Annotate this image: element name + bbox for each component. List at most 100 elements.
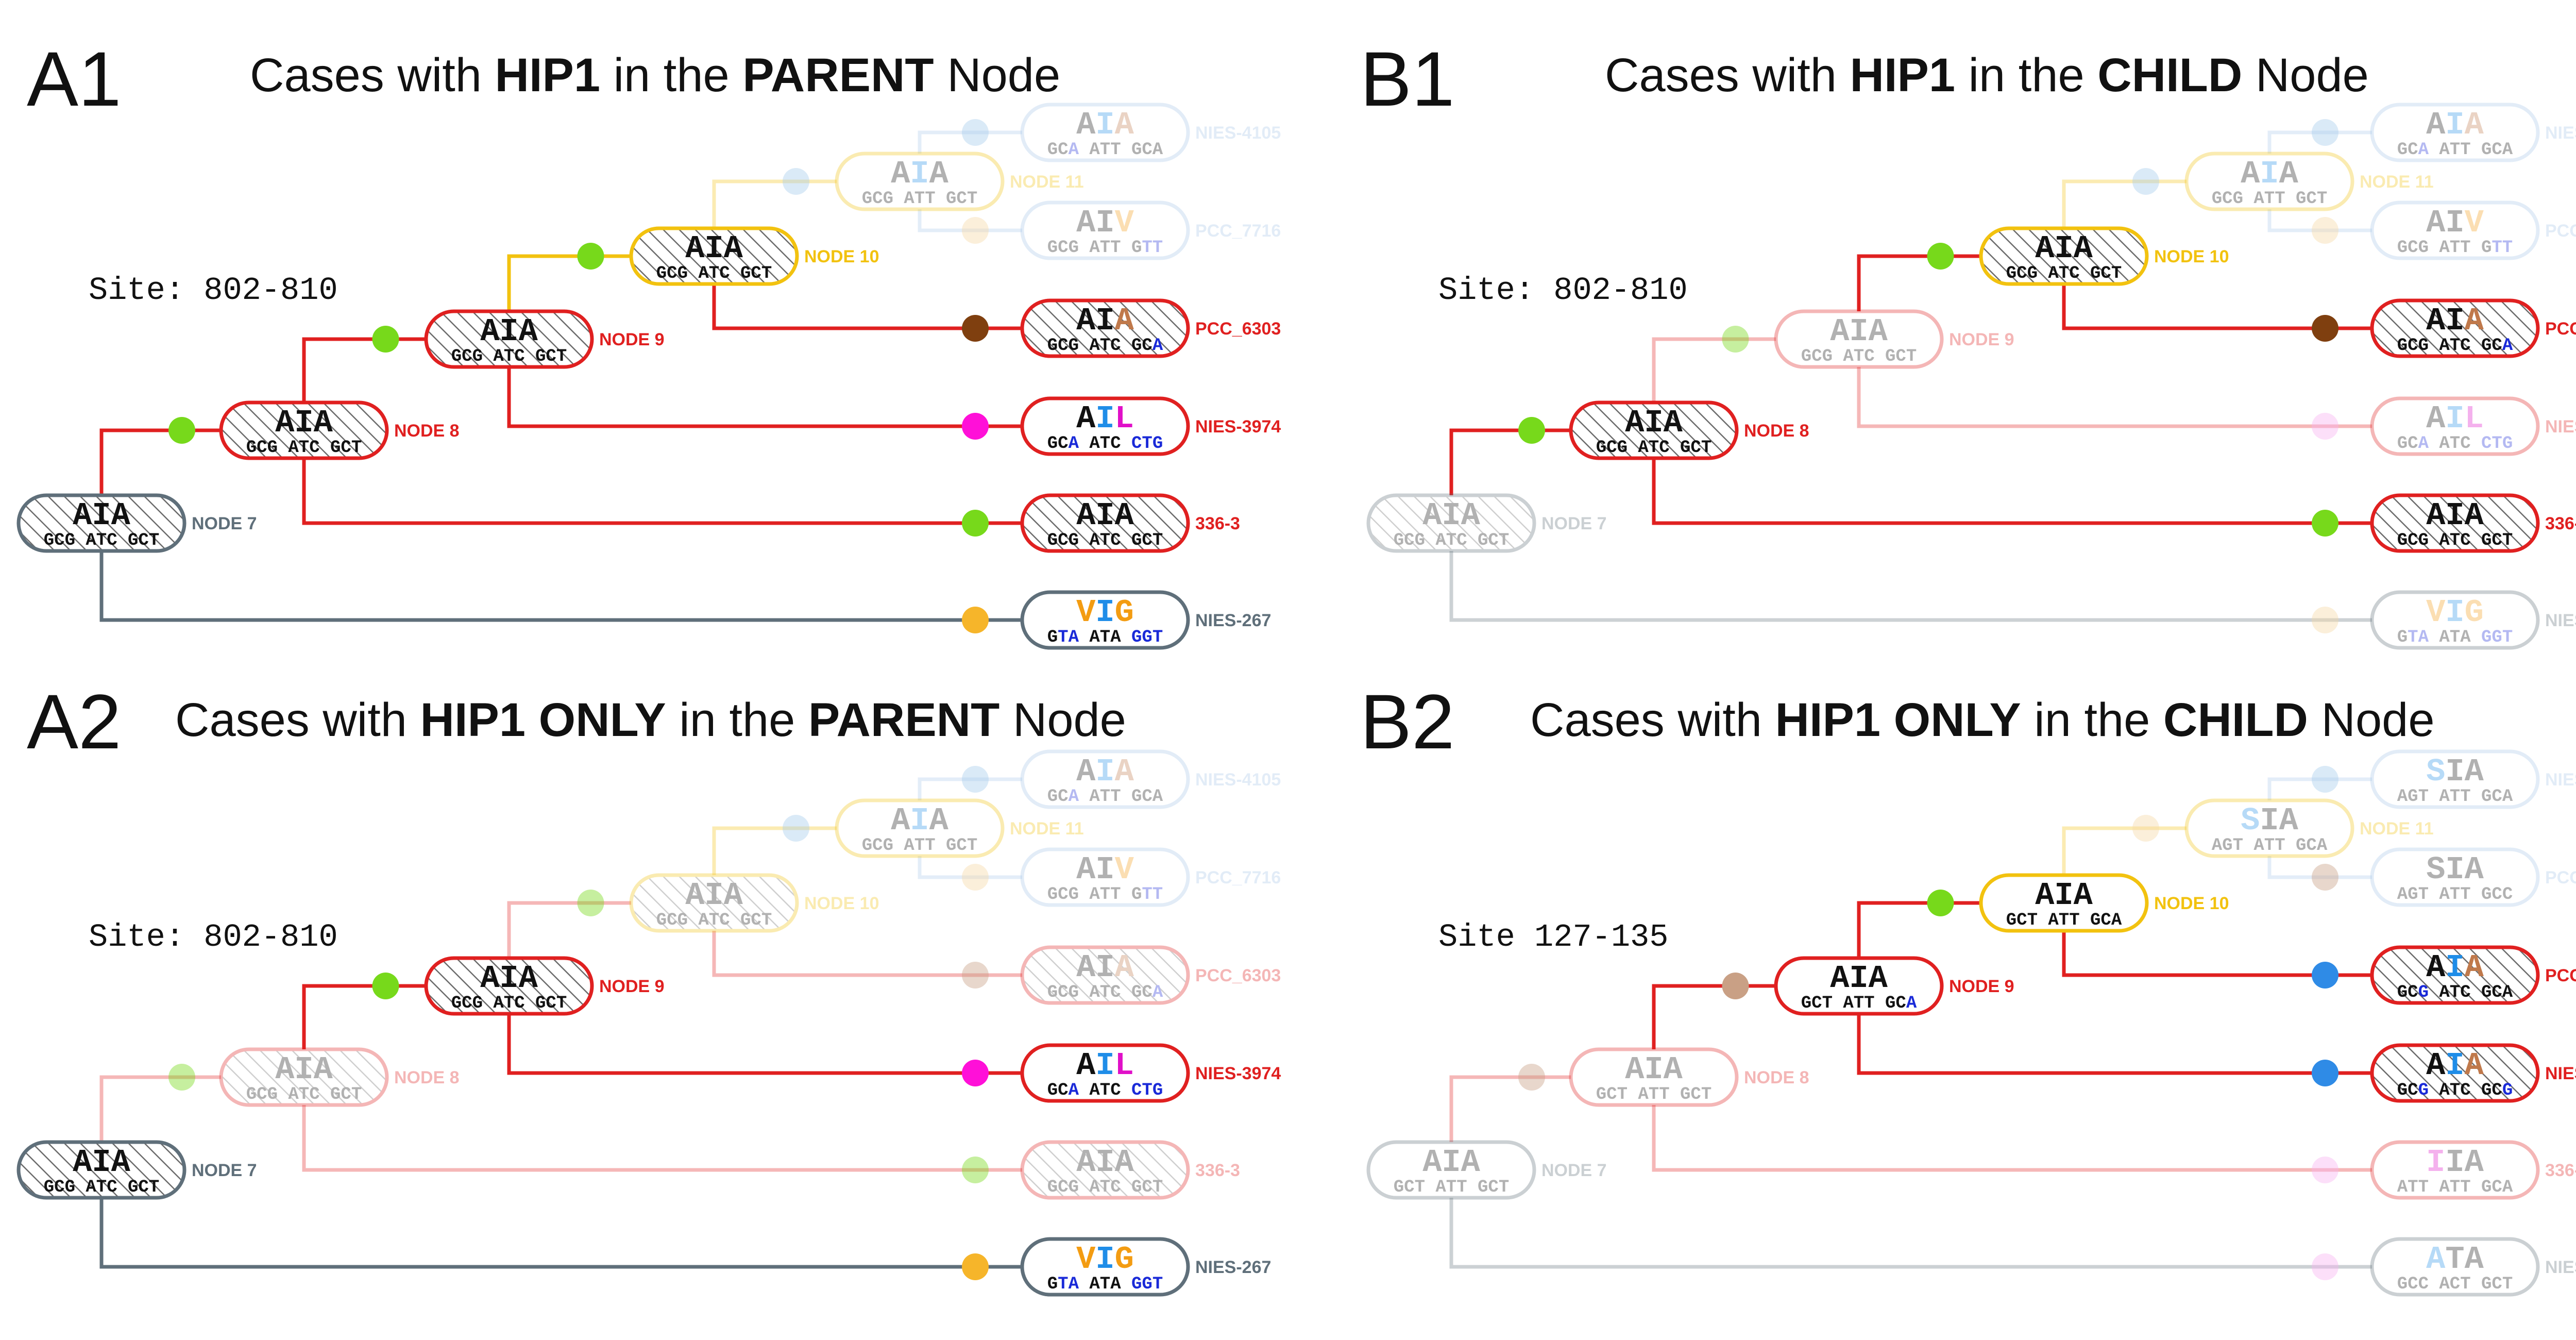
aa-0: AI: [1076, 851, 1114, 888]
aa-0: V: [1076, 594, 1096, 631]
node-label: NIES-3974: [2545, 1064, 2576, 1083]
codons: GCG ATT GCT: [862, 189, 977, 209]
edge-l1: [918, 777, 1022, 800]
aa-2: A: [2465, 1047, 2484, 1084]
codons: GCG ATC GCT: [451, 994, 567, 1013]
node-label: NODE 7: [1541, 1161, 1607, 1180]
node-label: NIES-267: [2545, 1258, 2576, 1277]
codons: GCG ATC GCT: [44, 1178, 159, 1197]
node-label: NIES-267: [2545, 611, 2576, 630]
dot-l1: [2312, 766, 2338, 793]
node-label: NIES-3974: [1195, 417, 1281, 437]
aa-0: AIA: [1422, 1144, 1480, 1181]
aa-1: V: [2465, 205, 2484, 241]
codons: GCA ATT GCA: [2397, 140, 2513, 160]
codon-2: ATT GCA: [2429, 140, 2513, 160]
box-outline: [835, 152, 1005, 211]
dot-n11: [783, 168, 809, 195]
edge-n8: [99, 428, 221, 495]
node-label: NODE 9: [599, 330, 665, 349]
codon-0: GC: [2397, 434, 2418, 454]
aa-0: AIA: [73, 497, 130, 534]
amino-acids: AIV: [1076, 851, 1134, 888]
aa-0: AIA: [685, 230, 743, 267]
edge-n10: [507, 254, 631, 311]
box-outline: [1979, 226, 2149, 286]
box-outline: [1020, 1043, 1190, 1103]
codon-3: GGT: [1131, 628, 1163, 647]
codons: GTA ATA GGT: [1047, 1275, 1163, 1294]
node-label: NODE 11: [1010, 172, 1084, 192]
aa-0: AIA: [1625, 1051, 1683, 1088]
codons: GCG ATC GCA: [2397, 336, 2513, 356]
dot-l5: [962, 1157, 989, 1183]
codon-1: A: [1069, 434, 1079, 454]
node-label: PCC_7716: [1195, 868, 1281, 887]
title-run-4: Node: [934, 49, 1061, 102]
aa-1: I: [2260, 156, 2279, 192]
panel-title: Cases with HIP1 in the CHILD Node: [1605, 49, 2369, 102]
node-label: PCC_7716: [2545, 221, 2576, 241]
aa-1: A: [1115, 303, 1134, 339]
node-label: PCC_7716: [2545, 868, 2576, 887]
node-label: NIES-267: [1195, 1258, 1271, 1277]
title-run-1: HIP1: [1850, 49, 1956, 102]
node-label: 336-3: [2545, 1161, 2576, 1180]
codons: GCT ATT GCT: [1596, 1085, 1711, 1104]
dot-l5: [962, 510, 989, 537]
codon-1: TT: [1142, 238, 1163, 258]
dot-n9: [372, 973, 399, 999]
edge-l2: [918, 209, 1022, 232]
aa-0: AIA: [2035, 877, 2093, 914]
dot-l6: [2312, 607, 2338, 633]
codon-0: GCG ATC GCT: [451, 347, 567, 366]
codon-0: GCG ATC GC: [1047, 336, 1153, 356]
aa-2: A: [1115, 107, 1134, 143]
codon-2: ATA: [1079, 1275, 1131, 1294]
codon-0: G: [1047, 628, 1058, 647]
edge-l3: [2062, 931, 2372, 977]
amino-acids: VIG: [1076, 594, 1134, 631]
aa-1: I: [2445, 1047, 2464, 1084]
amino-acids: AIA: [1076, 753, 1134, 790]
codon-1: TT: [2492, 238, 2513, 258]
amino-acids: SIA: [2426, 753, 2484, 790]
node-label: 336-3: [1195, 514, 1240, 533]
codons: AGT ATT GCC: [2397, 885, 2513, 904]
box-outline: [2370, 103, 2540, 162]
codons: GCG ATC GCT: [246, 438, 362, 458]
codon-1: A: [1069, 1081, 1079, 1100]
aa-0: A: [891, 156, 910, 192]
codons: GCG ATC GCA: [1047, 336, 1163, 356]
amino-acids: AIA: [480, 960, 538, 997]
aa-0: A: [2426, 107, 2446, 143]
dot-n9: [372, 326, 399, 353]
amino-acids: AIA: [1422, 1144, 1480, 1181]
node-label: 336-3: [1195, 1161, 1240, 1180]
dot-l6: [962, 1253, 989, 1280]
codons: GCT ATT GCT: [1394, 1178, 1509, 1197]
amino-acids: AIA: [1076, 303, 1134, 339]
box-outline: [1774, 956, 1944, 1016]
aa-0: AIA: [1625, 405, 1683, 441]
box-outline: [1366, 1140, 1536, 1200]
tree-edges: [99, 130, 1022, 622]
title-run-2: in the: [2021, 694, 2163, 746]
aa-1: IA: [2260, 802, 2298, 839]
edge-n11: [712, 179, 837, 228]
title-run-2: in the: [1955, 49, 2097, 102]
dot-n9: [1722, 326, 1749, 353]
dot-n11: [783, 815, 809, 842]
